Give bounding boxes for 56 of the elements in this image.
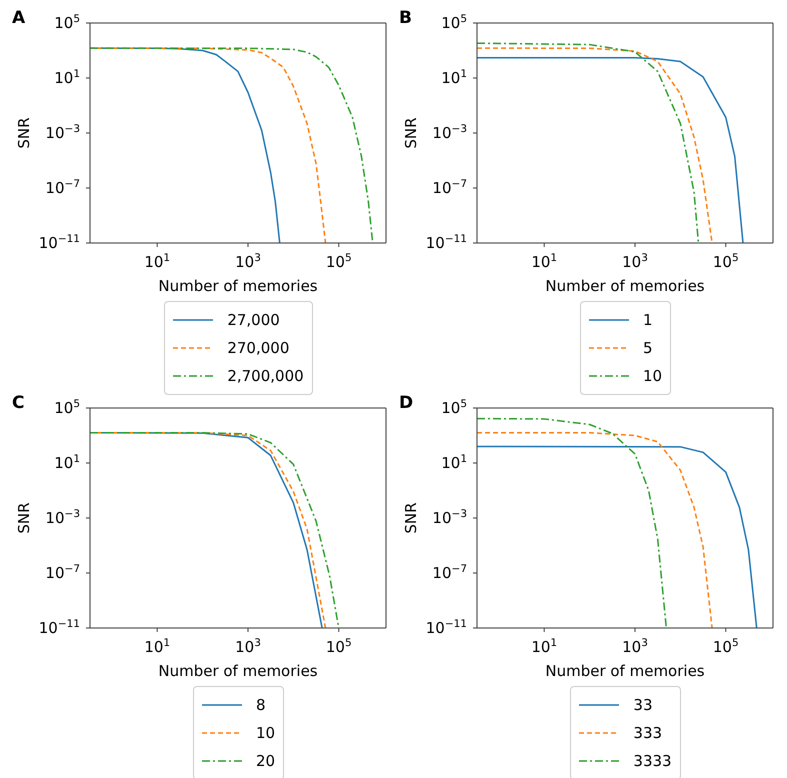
legend-label: 5 <box>642 339 652 357</box>
y-tick-label: 10$^{−7}$ <box>45 178 80 197</box>
x-tick-label: 10$^{1}$ <box>144 637 170 656</box>
y-tick-label: 10$^{−3}$ <box>45 123 80 142</box>
x-tick-label: 10$^{3}$ <box>235 252 261 271</box>
text: B <box>399 8 412 28</box>
y-tick-label: 10$^{−11}$ <box>426 233 467 252</box>
y-tick-label: 10$^{−7}$ <box>45 563 80 582</box>
y-axis-title: SNR <box>15 502 33 534</box>
y-tick-label: 10$^{5}$ <box>441 398 467 417</box>
y-tick-label: 10$^{1}$ <box>441 453 467 472</box>
legend-label: 1 <box>642 311 652 329</box>
y-tick-label: 10$^{−7}$ <box>432 178 467 197</box>
y-tick-label: 10$^{−11}$ <box>38 233 80 252</box>
legend-label: 270,000 <box>227 339 290 357</box>
legend-label: 33 <box>633 696 652 714</box>
y-tick-label: 10$^{5}$ <box>54 13 80 32</box>
legend-label: 2,700,000 <box>227 367 304 385</box>
legend-label: 27,000 <box>227 311 280 329</box>
text: A <box>12 8 26 28</box>
x-tick-label: 10$^{5}$ <box>712 637 739 656</box>
y-tick-label: 10$^{1}$ <box>54 453 80 472</box>
x-tick-label: 10$^{1}$ <box>144 252 170 271</box>
legend-label: 10 <box>256 724 276 742</box>
y-axis-title: SNR <box>402 117 420 149</box>
legend-label: 20 <box>256 752 276 770</box>
y-tick-label: 10$^{−11}$ <box>426 618 467 637</box>
legend-label: 333 <box>633 724 662 742</box>
x-tick-label: 10$^{5}$ <box>326 637 352 656</box>
y-tick-label: 10$^{−3}$ <box>45 508 80 527</box>
y-tick-label: 10$^{−3}$ <box>432 508 467 527</box>
x-tick-label: 10$^{3}$ <box>622 637 648 656</box>
y-tick-label: 10$^{−11}$ <box>38 618 80 637</box>
x-tick-label: 10$^{3}$ <box>235 637 261 656</box>
x-tick-label: 10$^{5}$ <box>712 252 739 271</box>
x-tick-label: 10$^{3}$ <box>622 252 648 271</box>
legend-label: 3333 <box>633 752 672 770</box>
y-tick-label: 10$^{5}$ <box>441 13 467 32</box>
text: D <box>399 393 414 413</box>
legend-label: 8 <box>256 696 266 714</box>
y-axis-title: SNR <box>15 117 33 149</box>
x-axis-title: Number of memories <box>545 662 705 680</box>
x-axis-title: Number of memories <box>545 277 705 295</box>
y-axis-title: SNR <box>402 502 420 534</box>
y-tick-label: 10$^{1}$ <box>441 68 467 87</box>
x-tick-label: 10$^{1}$ <box>531 637 558 656</box>
text: C <box>12 393 24 413</box>
y-tick-label: 10$^{5}$ <box>54 398 80 417</box>
legend-label: 10 <box>642 367 662 385</box>
x-tick-label: 10$^{1}$ <box>531 252 558 271</box>
x-axis-title: Number of memories <box>158 662 318 680</box>
x-axis-title: Number of memories <box>158 277 318 295</box>
y-tick-label: 10$^{1}$ <box>54 68 80 87</box>
x-tick-label: 10$^{5}$ <box>326 252 352 271</box>
y-tick-label: 10$^{−7}$ <box>432 563 467 582</box>
y-tick-label: 10$^{−3}$ <box>432 123 467 142</box>
